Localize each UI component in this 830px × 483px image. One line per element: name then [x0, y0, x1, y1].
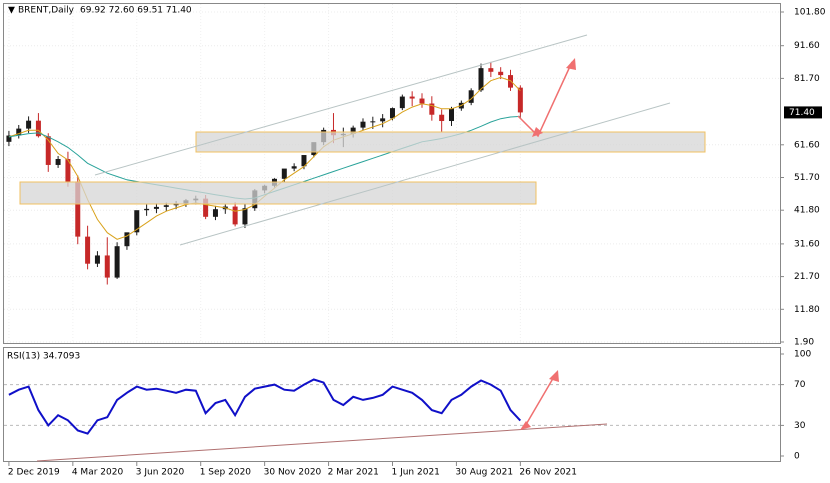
candle-body — [94, 255, 100, 264]
channel-lower — [179, 102, 671, 246]
candle-body — [409, 96, 415, 99]
candle-body — [478, 68, 484, 91]
collapse-icon[interactable]: ▼ — [8, 6, 15, 16]
rsi-tick-label: 70 — [794, 380, 806, 390]
candle-body — [380, 118, 386, 122]
candle-body — [212, 209, 218, 217]
arrow-head — [549, 370, 559, 382]
rsi-tick-label: 0 — [794, 452, 800, 462]
candle-body — [488, 68, 494, 72]
labels: ▼ BRENT,Daily 69.92 72.60 69.51 71.40 RS… — [7, 6, 192, 362]
candle-body — [517, 87, 523, 113]
candle-body — [350, 127, 356, 134]
candle-body — [449, 108, 455, 122]
candle-body — [26, 120, 32, 129]
candle-body — [85, 236, 91, 264]
rsi-line — [8, 378, 522, 435]
rsi-trendline — [36, 423, 608, 462]
y-tick-label: 31.60 — [794, 239, 820, 249]
candle-body — [281, 168, 287, 179]
candle-body — [203, 198, 209, 217]
resistance-zone — [195, 131, 706, 153]
x-tick-label: 1 Jun 2021 — [391, 468, 439, 478]
candle-body — [124, 232, 130, 247]
x-tick-label: 4 Mar 2020 — [72, 468, 124, 478]
support-zone — [19, 181, 537, 205]
candle-body — [153, 206, 159, 209]
channel-upper — [94, 34, 588, 176]
y-tick-label: 51.70 — [794, 173, 820, 183]
x-tick-label: 30 Aug 2021 — [455, 468, 513, 478]
candle-body — [370, 121, 376, 123]
y-tick-label: 11.80 — [794, 305, 820, 315]
candle-body — [389, 108, 395, 119]
candle-body — [439, 114, 445, 122]
candle-body — [45, 136, 51, 165]
candle-body — [6, 135, 12, 142]
y-tick-label: 81.70 — [794, 74, 820, 84]
candle-body — [114, 246, 120, 278]
x-tick-label: 1 Sep 2020 — [200, 468, 252, 478]
rsi-tick-label: 30 — [794, 421, 806, 431]
candle-body — [301, 155, 307, 167]
arrow-head — [566, 58, 576, 70]
price-panel — [3, 3, 781, 344]
quote: 69.92 72.60 69.51 71.40 — [80, 6, 192, 16]
x-tick-label: 2 Dec 2019 — [8, 468, 60, 478]
candle-body — [291, 166, 297, 169]
last-price-box — [784, 106, 822, 119]
y-tick-label: 91.60 — [794, 41, 820, 51]
rsi-title: RSI(13) 34.7093 — [7, 352, 80, 362]
x-tick-label: 2 Mar 2021 — [328, 468, 379, 478]
candle-body — [35, 120, 41, 137]
candle-body — [104, 255, 110, 278]
candle-body — [75, 181, 81, 237]
y-tick-label: 61.60 — [794, 140, 820, 150]
x-tick-label: 30 Nov 2020 — [264, 468, 322, 478]
forecast-arrow — [517, 61, 573, 138]
x-tick-label: 3 Jun 2020 — [136, 468, 185, 478]
y-tick-label: 1.90 — [794, 338, 814, 348]
candle-body — [468, 90, 474, 103]
candle-body — [429, 103, 435, 115]
rsi-panel — [3, 347, 781, 462]
y-tick-label: 21.70 — [794, 272, 820, 282]
candle-body — [144, 208, 150, 211]
candle-body — [65, 158, 71, 182]
candle-body — [55, 158, 61, 165]
candle-body — [419, 98, 425, 104]
candle-body — [242, 208, 248, 225]
candle-body — [399, 96, 405, 109]
rsi-tick-label: 100 — [794, 350, 811, 360]
y-tick-label: 41.80 — [794, 206, 820, 216]
symbol: BRENT,Daily — [18, 6, 75, 16]
rsi-arrow — [523, 374, 556, 429]
arrow-head — [532, 127, 543, 137]
arrow-head — [520, 421, 531, 430]
candle-body — [360, 121, 366, 128]
candle-body — [232, 206, 238, 225]
candle-body — [16, 128, 22, 136]
candle-body — [498, 71, 504, 76]
candle-body — [163, 205, 169, 207]
candle-body — [134, 210, 140, 233]
x-tick-label: 26 Nov 2021 — [519, 468, 577, 478]
y-tick-label: 101.80 — [794, 8, 826, 18]
last-price-label: 71.40 — [789, 108, 815, 118]
